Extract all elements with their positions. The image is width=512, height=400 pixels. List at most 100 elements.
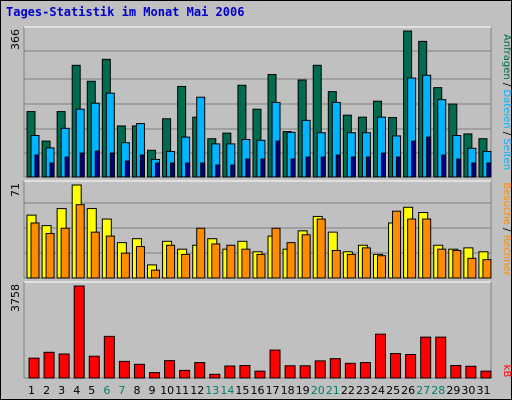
bar-seiten-day-12 (200, 162, 206, 178)
x-tick-label-9: 9 (149, 384, 156, 397)
bar-kb-day-17 (269, 349, 281, 379)
x-tick-label-7: 7 (118, 384, 125, 397)
bar-kb-day-8 (133, 363, 145, 379)
x-tick-label-5: 5 (88, 384, 95, 397)
bar-seiten-day-21 (335, 154, 341, 178)
bar-seiten-day-19 (305, 156, 311, 178)
bar-rechner-day-31 (482, 259, 492, 279)
bar-seiten-day-8 (139, 154, 145, 178)
bar-rechner-day-1 (30, 222, 40, 279)
bar-rechner-day-20 (316, 218, 326, 279)
x-tick-label-21: 21 (326, 384, 340, 397)
bar-kb-day-6 (103, 335, 115, 379)
x-tick-label-19: 19 (296, 384, 310, 397)
bar-seiten-day-2 (49, 162, 55, 178)
bar-kb-day-2 (43, 351, 55, 379)
bar-kb-day-9 (149, 372, 161, 379)
bar-kb-day-19 (299, 365, 311, 379)
x-axis: 1 2 3 4 5 6 7 8 9 10 11 12 13 14 15 16 17 18 19 20 21 22 23 24 2… (28, 384, 490, 397)
bar-seiten-day-29 (456, 158, 462, 178)
bar-rechner-day-29 (452, 249, 462, 279)
bar-seiten-day-26 (411, 140, 417, 178)
legend-panel-1: Anfragen / Dateien / Seiten (501, 34, 511, 170)
x-tick-label-26: 26 (401, 384, 415, 397)
bar-seiten-day-6 (109, 152, 115, 178)
x-tick-label-31: 31 (476, 384, 490, 397)
panel-2: 71 (9, 180, 492, 279)
bar-seiten-day-27 (426, 136, 432, 178)
x-tick-label-4: 4 (73, 384, 80, 397)
legend-visits: Besuche (501, 182, 511, 225)
bar-kb-day-22 (344, 362, 356, 379)
x-tick-label-30: 30 (461, 384, 475, 397)
chart-panels: 366 71 3758 (9, 26, 492, 379)
x-tick-label-29: 29 (446, 384, 460, 397)
bar-rechner-day-22 (346, 253, 356, 279)
bar-rechner-day-27 (422, 218, 432, 279)
bar-kb-day-26 (405, 353, 417, 379)
legend-files: Dateien (501, 89, 511, 128)
bar-kb-day-30 (465, 365, 477, 379)
bar-seiten-day-4 (79, 152, 85, 178)
legend-separator: / (501, 225, 511, 235)
bar-rechner-day-6 (105, 235, 115, 279)
bar-kb-day-12 (194, 362, 206, 379)
bar-rechner-day-19 (301, 234, 311, 279)
bar-seiten-day-15 (245, 158, 251, 178)
bar-kb-day-13 (209, 373, 221, 379)
bar-rechner-day-26 (407, 218, 417, 279)
bar-rechner-day-28 (437, 248, 447, 279)
bar-seiten-day-13 (215, 164, 221, 178)
x-tick-label-1: 1 (28, 384, 35, 397)
x-tick-label-3: 3 (58, 384, 65, 397)
x-tick-label-20: 20 (311, 384, 325, 397)
bar-seiten-day-17 (275, 140, 281, 178)
bar-kb-day-24 (374, 333, 386, 379)
bar-seiten-day-7 (124, 160, 130, 178)
legend-kbytes: kB (501, 365, 511, 378)
bar-rechner-day-14 (226, 244, 236, 279)
x-tick-label-8: 8 (133, 384, 140, 397)
bar-rechner-day-4 (75, 204, 85, 279)
panel-3-ymax-label: 3758 (9, 284, 22, 312)
bar-rechner-day-8 (135, 246, 145, 279)
panel-2-ymax-label: 71 (9, 183, 22, 197)
bar-kb-day-16 (254, 370, 266, 379)
x-tick-label-2: 2 (43, 384, 50, 397)
x-tick-label-28: 28 (431, 384, 445, 397)
bar-kb-day-1 (28, 357, 40, 379)
bar-kb-day-10 (164, 360, 176, 379)
bar-seiten-day-5 (94, 150, 100, 178)
bar-rechner-day-10 (166, 244, 176, 279)
bar-seiten-day-18 (290, 158, 296, 178)
x-tick-label-13: 13 (205, 384, 219, 397)
bar-kb-day-18 (284, 365, 296, 379)
x-tick-label-12: 12 (190, 384, 204, 397)
bar-rechner-day-21 (331, 249, 341, 279)
bar-kb-day-3 (58, 353, 70, 379)
bar-seiten-day-16 (260, 158, 266, 178)
bar-seiten-day-25 (396, 156, 402, 178)
bar-kb-day-4 (73, 285, 85, 379)
bar-seiten-day-30 (471, 162, 477, 178)
panel-3: 3758 (9, 281, 492, 379)
bar-seiten-day-28 (441, 154, 447, 178)
bar-rechner-day-2 (45, 232, 55, 279)
bar-seiten-day-24 (380, 152, 386, 178)
bar-rechner-day-30 (467, 257, 477, 279)
bar-kb-day-28 (435, 336, 447, 379)
legend-separator: / (501, 80, 511, 90)
bar-kb-day-25 (390, 353, 402, 379)
x-tick-label-27: 27 (416, 384, 430, 397)
x-tick-label-16: 16 (251, 384, 265, 397)
bar-kb-day-5 (88, 355, 100, 379)
panel-1: 366 (9, 26, 492, 178)
x-tick-label-18: 18 (281, 384, 295, 397)
x-tick-label-23: 23 (356, 384, 370, 397)
bar-kb-day-27 (420, 336, 432, 379)
x-tick-label-11: 11 (175, 384, 189, 397)
bar-seiten-day-20 (320, 156, 326, 178)
bar-rechner-day-12 (196, 227, 206, 279)
